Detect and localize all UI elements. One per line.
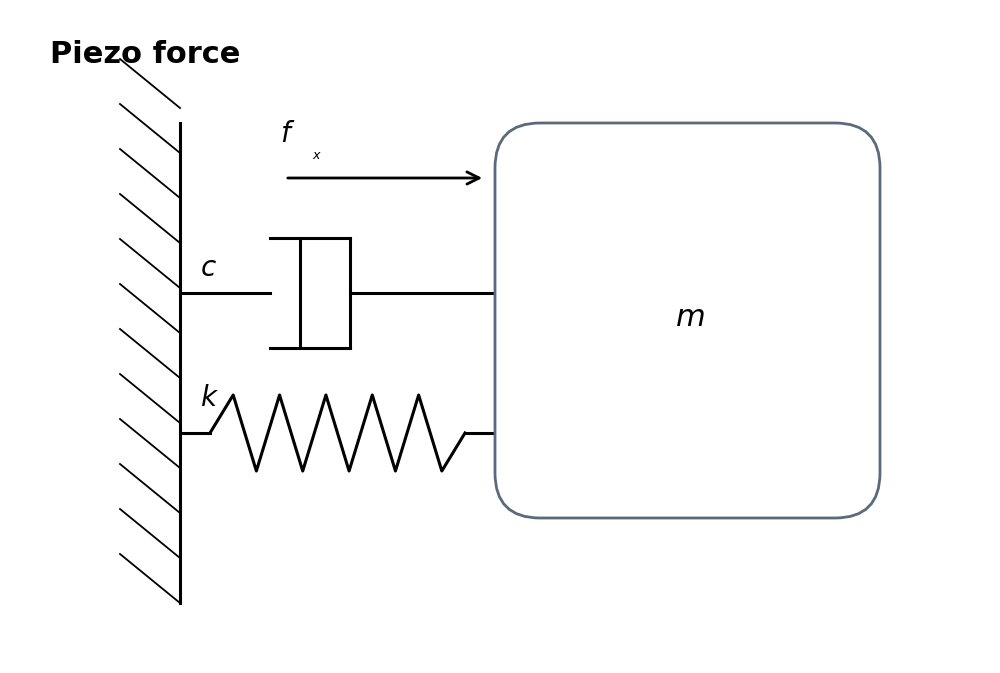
FancyBboxPatch shape bbox=[495, 123, 880, 518]
Text: $m$: $m$ bbox=[675, 304, 705, 332]
Text: Piezo force: Piezo force bbox=[50, 40, 240, 69]
Text: $f$: $f$ bbox=[280, 120, 295, 148]
Text: $k$: $k$ bbox=[200, 384, 219, 412]
Text: $c$: $c$ bbox=[200, 254, 217, 282]
Text: $_x$: $_x$ bbox=[312, 143, 322, 161]
